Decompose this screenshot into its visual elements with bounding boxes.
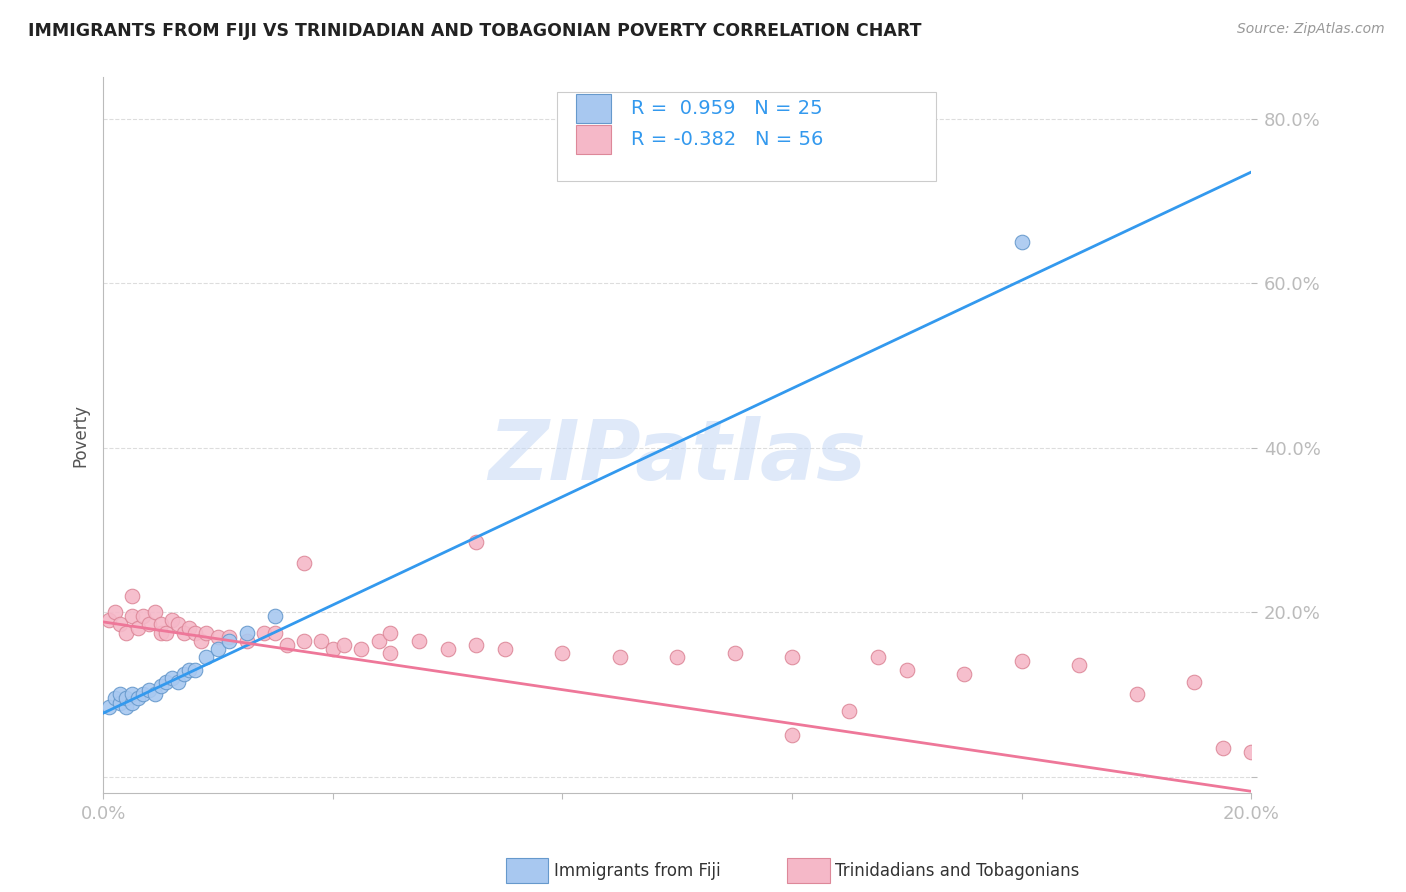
Point [1182,675,1205,690]
Point [184,663,207,677]
Point [97,699,120,714]
Text: ZIPatlas: ZIPatlas [488,417,866,497]
Point [110,687,132,701]
Point [149,679,172,693]
Point [218,630,240,644]
Point [1011,654,1033,668]
Point [166,675,188,690]
Bar [576,126,610,154]
Point [190,633,212,648]
Point [121,589,143,603]
Point [104,691,127,706]
Point [292,633,315,648]
Text: IMMIGRANTS FROM FIJI VS TRINIDADIAN AND TOBAGONIAN POVERTY CORRELATION CHART: IMMIGRANTS FROM FIJI VS TRINIDADIAN AND … [28,22,921,40]
Point [127,622,149,636]
Point [253,625,276,640]
Point [1067,658,1090,673]
Point [138,617,160,632]
Point [264,625,287,640]
Point [110,617,132,632]
Point [551,646,574,660]
Point [838,704,860,718]
Point [494,642,516,657]
Point [276,638,298,652]
Point [195,625,218,640]
Point [380,646,402,660]
Point [127,691,149,706]
Point [465,535,488,549]
Point [350,642,373,657]
Point [121,687,143,701]
Point [115,699,138,714]
Point [143,687,166,701]
Point [160,671,183,685]
Point [264,609,287,624]
Point [173,625,195,640]
Point [436,642,458,657]
Point [104,605,127,619]
Point [143,605,166,619]
Point [121,696,143,710]
Point [155,625,177,640]
Point [179,663,201,677]
Point [155,675,177,690]
Bar [576,94,610,122]
Point [235,633,257,648]
Point [173,666,195,681]
Point [1240,745,1263,759]
Point [896,663,918,677]
Text: R = -0.382   N = 56: R = -0.382 N = 56 [631,130,824,149]
Point [179,622,201,636]
Point [311,633,333,648]
Point [138,683,160,698]
Point [367,633,389,648]
Point [333,638,356,652]
Point [1011,235,1033,249]
Text: R =  0.959   N = 25: R = 0.959 N = 25 [631,99,823,118]
Point [780,650,803,665]
FancyBboxPatch shape [557,92,935,181]
Point [110,696,132,710]
Text: Trinidadians and Tobagonians: Trinidadians and Tobagonians [835,862,1080,880]
Point [666,650,689,665]
Point [184,625,207,640]
Point [115,691,138,706]
Point [97,613,120,627]
Point [780,728,803,742]
Point [235,625,257,640]
Point [1125,687,1147,701]
Point [1212,740,1234,755]
Point [322,642,344,657]
Point [115,625,138,640]
Y-axis label: Poverty: Poverty [72,404,89,467]
Point [132,609,155,624]
Point [149,625,172,640]
Point [292,556,315,570]
Point [953,666,976,681]
Text: Source: ZipAtlas.com: Source: ZipAtlas.com [1237,22,1385,37]
Point [218,633,240,648]
Point [132,687,155,701]
Point [121,609,143,624]
Point [160,613,183,627]
Text: Immigrants from Fiji: Immigrants from Fiji [554,862,721,880]
Point [724,646,747,660]
Point [166,617,188,632]
Point [408,633,430,648]
Point [465,638,488,652]
Point [207,630,229,644]
Point [195,650,218,665]
Point [868,650,890,665]
Point [380,625,402,640]
Point [609,650,631,665]
Point [149,617,172,632]
Point [207,642,229,657]
